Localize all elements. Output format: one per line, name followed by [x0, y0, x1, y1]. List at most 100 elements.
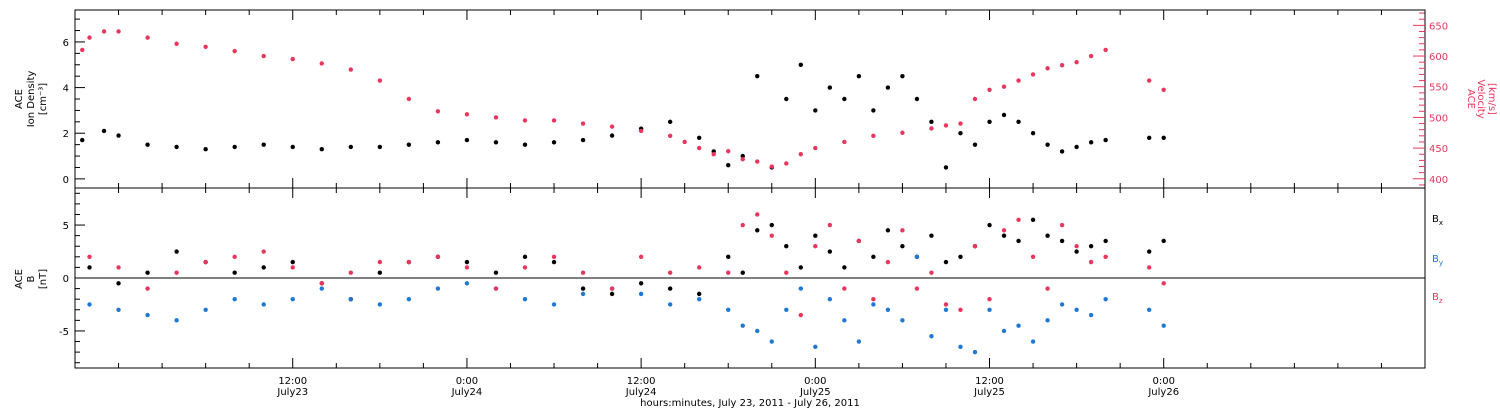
- data-point-by: [319, 286, 324, 291]
- b-field-label-line2: B: [26, 275, 37, 282]
- data-point-by: [522, 296, 528, 302]
- data-point-by: [87, 302, 92, 307]
- data-point-black: [1059, 149, 1065, 154]
- legend: Bx By Bz: [1432, 214, 1443, 305]
- data-point-bz: [261, 249, 266, 254]
- data-point-bx: [798, 265, 804, 270]
- data-point-pink: [1074, 59, 1079, 65]
- data-point-bz: [696, 265, 702, 270]
- data-point-bz: [435, 254, 441, 260]
- velocity-tick-label: 550: [1429, 83, 1448, 94]
- data-point-pink: [711, 152, 716, 157]
- data-point-bz: [232, 254, 237, 260]
- ion-density-tick-label: 4: [63, 84, 69, 95]
- data-point-pink: [493, 115, 499, 120]
- data-point-black: [885, 85, 891, 90]
- data-point-black: [1016, 119, 1021, 125]
- data-point-bz: [755, 212, 760, 217]
- data-point-black: [464, 137, 470, 143]
- data-point-bz: [1001, 228, 1007, 233]
- b-field-label-line1: ACE: [14, 269, 25, 289]
- velocity-label-line3: [km/s]: [1486, 83, 1497, 115]
- data-point-pink: [987, 87, 992, 92]
- data-point-black: [842, 96, 847, 102]
- data-point-bx: [1030, 217, 1036, 222]
- data-point-bx: [116, 281, 121, 286]
- data-point-by: [871, 302, 876, 307]
- data-point-by: [943, 307, 949, 312]
- data-point-black: [900, 73, 905, 79]
- data-point-pink: [871, 133, 876, 139]
- data-point-by: [972, 349, 978, 355]
- ion-density-label-line1: ACE: [14, 89, 25, 109]
- data-point-by: [377, 302, 383, 307]
- data-point-pink: [784, 161, 789, 166]
- data-point-pink: [1103, 47, 1108, 53]
- data-point-pink: [798, 152, 804, 157]
- data-point-pink: [929, 126, 934, 131]
- data-point-pink: [1161, 87, 1166, 92]
- data-point-by: [1088, 312, 1094, 318]
- data-point-black: [667, 119, 673, 125]
- data-point-bx: [943, 259, 949, 265]
- data-point-black: [377, 144, 383, 150]
- data-point-by: [958, 344, 963, 350]
- b-field-axis-label: ACE B [nT]: [14, 269, 49, 289]
- data-point-pink: [290, 56, 295, 62]
- data-point-by: [348, 296, 354, 302]
- data-point-bx: [1161, 238, 1166, 244]
- data-point-by: [696, 296, 702, 302]
- data-point-by: [174, 318, 179, 323]
- data-point-by: [464, 281, 470, 286]
- data-point-bx: [1001, 233, 1007, 238]
- ion-density-axis-label: ACE Ion Density [cm⁻³]: [14, 71, 49, 128]
- time-tick-label: 0:00: [456, 376, 478, 387]
- data-point-bz: [667, 270, 673, 275]
- data-point-bz: [203, 259, 208, 265]
- data-point-by: [145, 312, 150, 318]
- time-axis: 12:00July230:00July2412:00July240:00July…: [74, 10, 1426, 398]
- data-point-pink: [348, 67, 354, 72]
- data-point-bz: [290, 265, 295, 270]
- b-field-tick-label: 5: [63, 221, 69, 232]
- data-point-bz: [319, 281, 324, 286]
- data-point-by: [929, 334, 934, 339]
- data-point-bz: [377, 259, 383, 265]
- data-point-black: [813, 108, 818, 113]
- data-point-by: [740, 323, 745, 328]
- data-point-by: [1030, 339, 1036, 344]
- data-point-bz: [784, 270, 789, 275]
- data-point-black: [232, 144, 237, 150]
- data-point-bz: [1146, 265, 1152, 270]
- data-point-black: [755, 73, 760, 79]
- data-point-by: [1074, 307, 1079, 312]
- b-field-tick-label: 0: [63, 274, 69, 285]
- data-point-pink: [609, 124, 615, 129]
- data-point-by: [885, 307, 891, 312]
- date-tick-label: July24: [625, 387, 657, 398]
- data-point-black: [798, 62, 804, 67]
- time-tick-label: 12:00: [278, 376, 307, 387]
- velocity-tick-label: 500: [1429, 113, 1448, 124]
- data-point-by: [914, 254, 920, 260]
- data-point-pink: [1016, 78, 1021, 83]
- data-point-by: [842, 318, 847, 323]
- data-point-bx: [885, 228, 891, 233]
- ion-density-tick-label: 6: [63, 38, 69, 49]
- data-point-by: [580, 291, 586, 297]
- data-point-bz: [464, 265, 470, 270]
- data-point-bx: [696, 291, 702, 297]
- data-point-pink: [580, 121, 586, 126]
- data-point-pink: [551, 118, 557, 123]
- data-point-black: [1074, 144, 1079, 150]
- data-point-bx: [929, 233, 934, 238]
- top-panel-points: [80, 29, 1166, 170]
- date-tick-label: July24: [451, 387, 483, 398]
- data-point-pink: [667, 133, 673, 139]
- data-point-bx: [551, 259, 557, 265]
- data-point-bz: [1103, 254, 1108, 260]
- data-point-bx: [377, 270, 383, 275]
- data-point-pink: [101, 29, 107, 34]
- data-point-bz: [813, 244, 818, 249]
- data-point-black: [929, 119, 934, 125]
